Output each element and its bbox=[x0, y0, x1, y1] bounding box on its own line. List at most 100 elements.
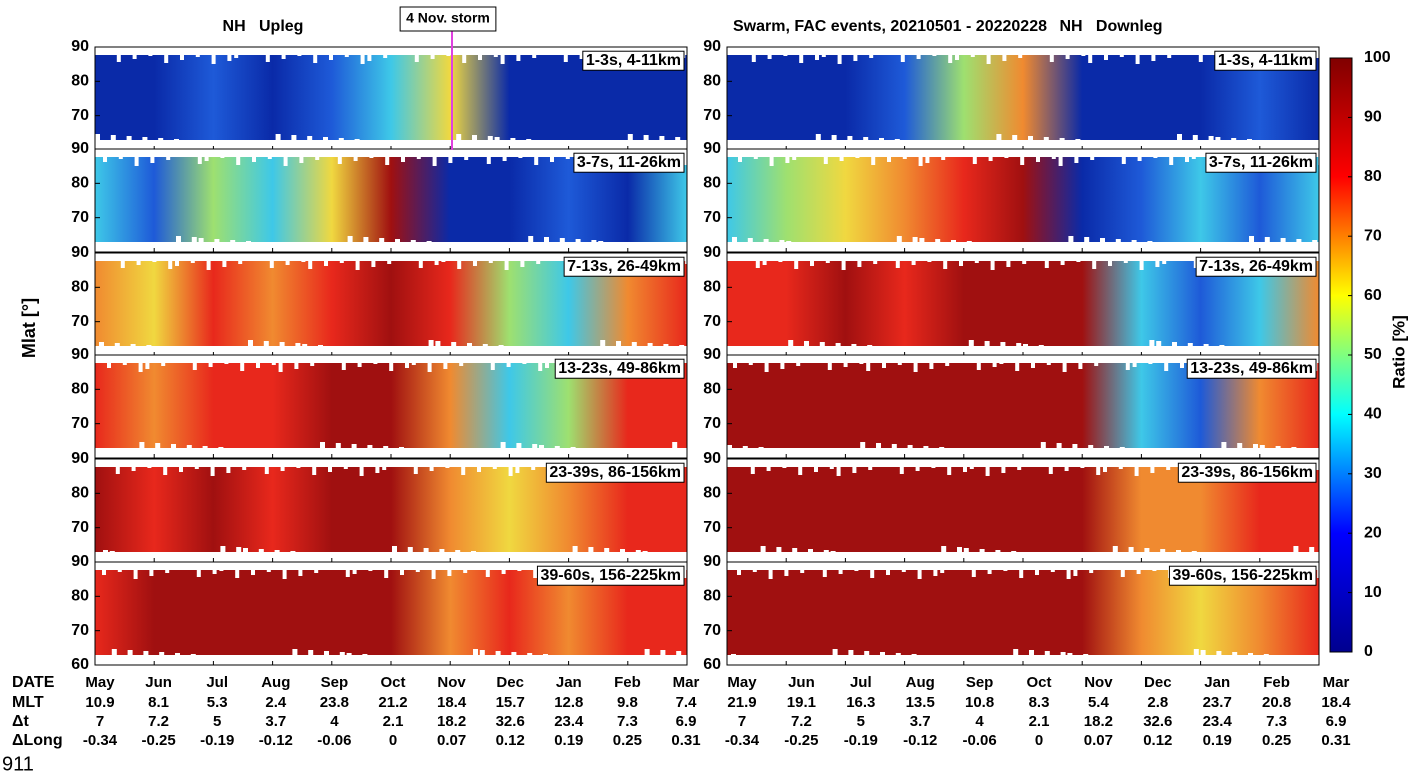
contour-gap bbox=[235, 568, 240, 578]
contour-gap bbox=[897, 361, 902, 365]
contour-gap bbox=[432, 155, 437, 166]
table-cell: 5.3 bbox=[207, 694, 228, 711]
table-cell: 5.4 bbox=[1088, 694, 1110, 711]
contour-gap bbox=[1078, 361, 1083, 369]
contour-gap bbox=[1051, 155, 1056, 159]
contour-gap bbox=[462, 53, 467, 63]
contour-gap bbox=[473, 259, 477, 266]
contour-gap bbox=[672, 442, 678, 452]
contour-gap bbox=[522, 361, 527, 364]
contour-gap bbox=[155, 443, 161, 453]
table-cell: 8.1 bbox=[148, 694, 169, 711]
contour-gap bbox=[675, 137, 681, 147]
contour-gap bbox=[833, 244, 839, 254]
contour-gap bbox=[143, 651, 149, 661]
contour-gap bbox=[458, 243, 464, 253]
contour-gap bbox=[1185, 244, 1191, 254]
contour-gap bbox=[761, 142, 767, 152]
y-tick-label: 80 bbox=[703, 175, 721, 192]
contour-gap bbox=[486, 155, 491, 164]
contour-gap bbox=[1084, 237, 1090, 247]
contour-gap bbox=[175, 259, 179, 266]
contour-gap bbox=[381, 349, 387, 359]
contour-gap bbox=[932, 53, 937, 56]
contour-gap bbox=[929, 361, 934, 369]
contour-gap bbox=[734, 348, 739, 358]
contour-gap bbox=[1015, 361, 1020, 371]
contour-gap bbox=[918, 155, 923, 166]
contour-gap bbox=[130, 344, 136, 354]
contour-gap bbox=[846, 552, 852, 562]
contour-gap bbox=[320, 442, 325, 452]
contour-gap bbox=[1279, 655, 1285, 665]
contour-gap bbox=[727, 445, 732, 455]
contour-gap bbox=[1059, 138, 1065, 148]
y-tick-label: 70 bbox=[71, 209, 89, 226]
contour-gap bbox=[915, 465, 920, 471]
contour-gap bbox=[663, 344, 669, 354]
contour-gap bbox=[162, 346, 168, 356]
contour-gap bbox=[188, 556, 194, 566]
contour-gap bbox=[573, 142, 579, 152]
contour-gap bbox=[369, 155, 374, 158]
contour-gap bbox=[907, 445, 913, 455]
table-cell: Feb bbox=[1263, 674, 1290, 691]
panel-label-box bbox=[554, 358, 685, 379]
contour-gap bbox=[296, 465, 301, 468]
contour-gap bbox=[448, 155, 453, 163]
contour-gap bbox=[629, 243, 635, 253]
contour-gap bbox=[261, 242, 267, 252]
contour-gap bbox=[841, 259, 846, 270]
table-cell: Jan bbox=[1204, 674, 1230, 691]
contour-gap bbox=[190, 654, 196, 664]
y-tick-label: 80 bbox=[71, 381, 89, 398]
contour-gap bbox=[431, 568, 436, 579]
contour-gap bbox=[322, 553, 327, 563]
contour-gap bbox=[95, 134, 100, 144]
table-cell: -0.25 bbox=[141, 732, 175, 749]
contour-gap bbox=[748, 361, 753, 365]
contour-gap bbox=[353, 555, 359, 565]
contour-gap bbox=[1035, 568, 1039, 575]
contour-gap bbox=[1049, 53, 1054, 62]
contour-gap bbox=[992, 361, 997, 367]
contour-gap bbox=[459, 361, 464, 366]
contour-gap bbox=[176, 236, 181, 246]
contour-gap bbox=[998, 243, 1004, 253]
contour-gap bbox=[111, 649, 117, 659]
contour-gap bbox=[457, 259, 462, 269]
contour-gap bbox=[110, 135, 116, 145]
table-cell: 0.25 bbox=[613, 732, 642, 749]
table-cell: 20.8 bbox=[1262, 694, 1291, 711]
contour-gap bbox=[679, 345, 685, 355]
contour-gap bbox=[1104, 446, 1109, 456]
contour-gap bbox=[1019, 568, 1024, 578]
contour-gap bbox=[415, 568, 420, 572]
contour-gap bbox=[349, 347, 355, 357]
y-tick-label: 90 bbox=[703, 553, 721, 570]
contour-gap bbox=[912, 237, 918, 247]
contour-gap bbox=[794, 658, 800, 668]
y-tick-label: 90 bbox=[71, 346, 89, 363]
contour-gap bbox=[885, 53, 889, 55]
contour-gap bbox=[1136, 568, 1141, 574]
colorbar-tick-label: 40 bbox=[1364, 406, 1382, 423]
contour-gap bbox=[1230, 554, 1236, 564]
contour-gap bbox=[278, 361, 283, 372]
contour-gap bbox=[191, 237, 197, 247]
contour-gap bbox=[921, 349, 927, 359]
contour-gap bbox=[533, 568, 538, 578]
contour-gap bbox=[1216, 651, 1222, 661]
downleg-title: NH Downleg bbox=[1059, 18, 1162, 35]
contour-gap bbox=[860, 442, 866, 452]
colorbar-tick-label: 20 bbox=[1364, 524, 1382, 541]
contour-gap bbox=[731, 654, 736, 664]
contour-gap bbox=[987, 568, 992, 574]
contour-gap bbox=[1149, 340, 1155, 350]
contour-gap bbox=[1128, 547, 1134, 557]
contour-gap bbox=[295, 343, 301, 353]
contour-gap bbox=[200, 349, 206, 359]
contour-gap bbox=[1067, 653, 1073, 663]
colorbar-tick-label: 10 bbox=[1364, 584, 1382, 601]
